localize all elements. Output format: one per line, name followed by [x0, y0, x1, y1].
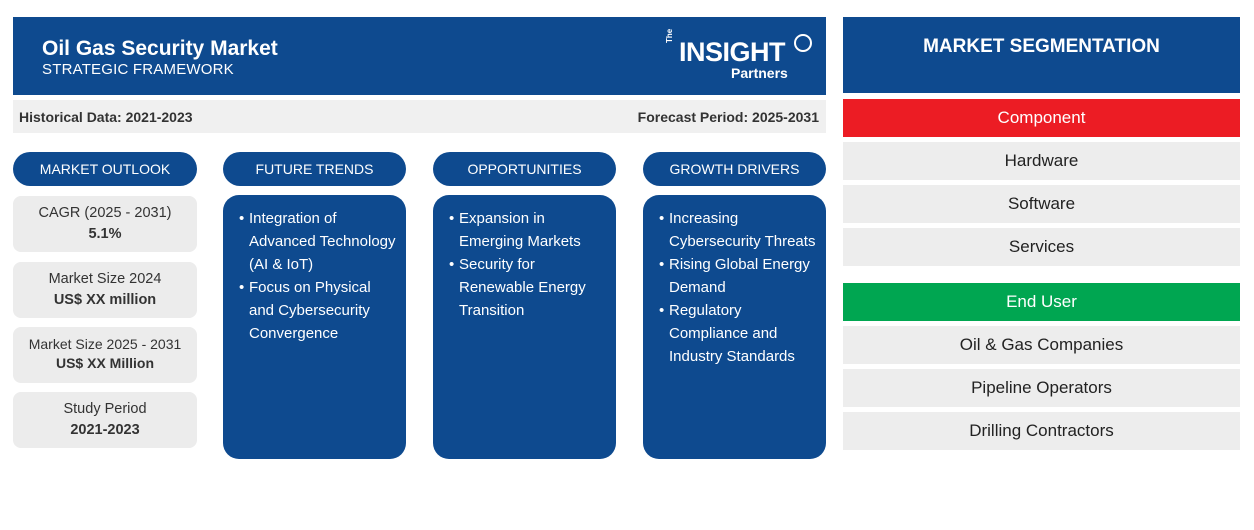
market-outlook-header: MARKET OUTLOOK — [13, 152, 197, 186]
opportunities-header: OPPORTUNITIES — [433, 152, 616, 186]
segment-item-hardware: Hardware — [843, 142, 1240, 180]
logo-ring-icon — [794, 34, 812, 52]
growth-drivers-panel: Increasing Cybersecurity Threats Rising … — [643, 195, 826, 459]
future-trends-panel: Integration of Advanced Technology (AI &… — [223, 195, 406, 459]
logo-the-text: The — [665, 28, 674, 43]
historical-data: Historical Data: 2021-2023 — [19, 109, 193, 125]
opportunities-panel: Expansion in Emerging Markets Security f… — [433, 195, 616, 459]
segment-item-software: Software — [843, 185, 1240, 223]
outlook-market-size-2024: Market Size 2024 US$ XX million — [13, 262, 197, 318]
opportunity-item: Expansion in Emerging Markets — [449, 207, 608, 253]
segment-item-pipeline-operators: Pipeline Operators — [843, 369, 1240, 407]
outlook-label: CAGR (2025 - 2031) — [38, 205, 172, 221]
outlook-label: Market Size 2025 - 2031 — [28, 336, 182, 352]
segment-end-user-header: End User — [843, 283, 1240, 321]
growth-drivers-header: GROWTH DRIVERS — [643, 152, 826, 186]
trend-item: Focus on Physical and Cybersecurity Conv… — [239, 276, 398, 345]
outlook-cagr: CAGR (2025 - 2031) 5.1% — [13, 196, 197, 252]
opportunity-item: Security for Renewable Energy Transition — [449, 253, 608, 322]
outlook-label: Market Size 2024 — [48, 271, 162, 287]
outlook-label: Study Period — [63, 401, 147, 417]
driver-item: Rising Global Energy Demand — [659, 253, 818, 299]
forecast-period: Forecast Period: 2025-2031 — [637, 109, 819, 125]
outlook-value: 5.1% — [88, 226, 122, 242]
segment-item-oil-gas-companies: Oil & Gas Companies — [843, 326, 1240, 364]
logo-main-text: INSIGHT — [679, 37, 786, 67]
logo-partners-text: Partners — [731, 65, 788, 81]
trend-item: Integration of Advanced Technology (AI &… — [239, 207, 398, 276]
driver-item: Increasing Cybersecurity Threats — [659, 207, 818, 253]
driver-item: Regulatory Compliance and Industry Stand… — [659, 299, 818, 368]
future-trends-header: FUTURE TRENDS — [223, 152, 406, 186]
outlook-market-size-forecast: Market Size 2025 - 2031 US$ XX Million — [13, 327, 197, 383]
segment-item-services: Services — [843, 228, 1240, 266]
market-segmentation-header: MARKET SEGMENTATION — [843, 17, 1240, 93]
page-subtitle: STRATEGIC FRAMEWORK — [42, 61, 234, 78]
outlook-study-period: Study Period 2021-2023 — [13, 392, 197, 448]
period-bar: Historical Data: 2021-2023 Forecast Peri… — [13, 100, 826, 133]
outlook-value: US$ XX million — [53, 292, 157, 308]
insight-partners-logo: The INSIGHT Partners — [665, 29, 815, 83]
page-title: Oil Gas Security Market — [42, 37, 278, 60]
outlook-value: 2021-2023 — [70, 422, 140, 438]
header-banner: Oil Gas Security Market STRATEGIC FRAMEW… — [13, 17, 826, 95]
segment-item-drilling-contractors: Drilling Contractors — [843, 412, 1240, 450]
outlook-value: US$ XX Million — [55, 355, 154, 371]
segment-component-header: Component — [843, 99, 1240, 137]
